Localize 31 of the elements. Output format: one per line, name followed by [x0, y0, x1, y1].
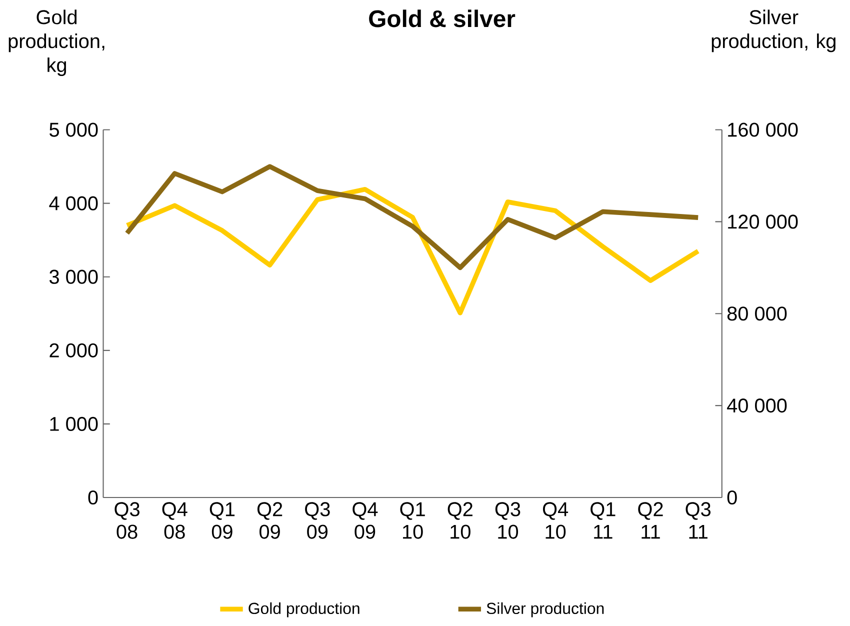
x-tick-label: Q2 11 — [638, 502, 663, 539]
x-tick-label: Q3 10 — [495, 502, 520, 539]
x-tick-label: Q1 11 — [590, 502, 616, 539]
y-tick-label: 3 000 — [49, 270, 98, 284]
line-series — [124, 164, 700, 270]
chart-title: Gold & silver — [369, 10, 516, 28]
x-tick-label: Q3 11 — [686, 502, 711, 539]
y-axis-title: Gold production, kg — [8, 10, 104, 76]
legend-label: Silver production — [486, 602, 604, 618]
y2-tick-label: 80 000 — [727, 306, 787, 321]
y-tick-label: 2 000 — [50, 343, 98, 358]
x-tick-label: Q4 09 — [352, 502, 378, 539]
x-tick-label: Q1 09 — [210, 502, 235, 539]
x-tick-label: Q2 09 — [257, 502, 282, 539]
x-tick-label: Q3 08 — [114, 502, 140, 539]
legend-label: Gold production — [248, 602, 360, 618]
y-tick-label: 0 — [88, 490, 98, 504]
y-tick-label: 4 000 — [49, 196, 98, 210]
line-series — [124, 186, 700, 316]
y-tick-label: 1 000 — [50, 416, 98, 431]
y2-tick-label: 40 000 — [727, 398, 787, 412]
x-tick-label: Q2 10 — [448, 502, 472, 539]
x-tick-label: Q3 09 — [305, 502, 330, 539]
y2-tick-label: 160 000 — [728, 122, 798, 137]
y-tick-label: 5 000 — [50, 122, 98, 137]
x-tick-label: Q4 08 — [162, 502, 188, 539]
x-tick-label: Q1 10 — [400, 502, 425, 539]
x-tick-label: Q4 10 — [542, 502, 568, 539]
y2-axis-title: Silver production, kg — [712, 10, 836, 52]
y2-tick-label: 120 000 — [728, 214, 798, 229]
y2-tick-label: 0 — [727, 490, 737, 504]
